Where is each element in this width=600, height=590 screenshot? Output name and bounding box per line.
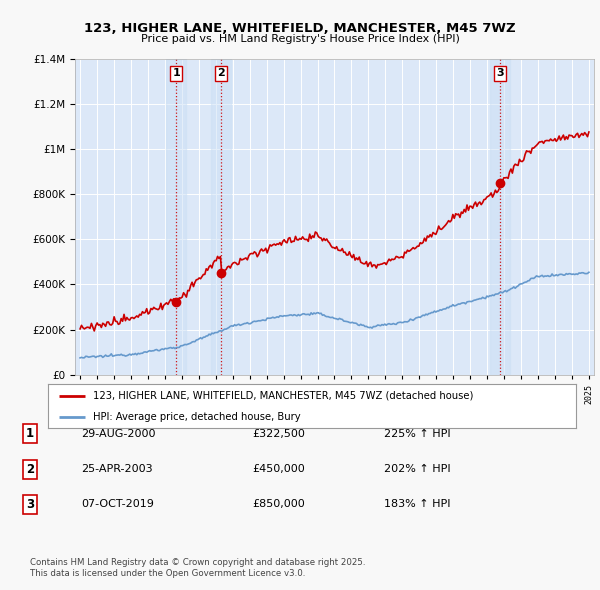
Text: 202% ↑ HPI: 202% ↑ HPI — [384, 464, 451, 474]
Text: 29-AUG-2000: 29-AUG-2000 — [81, 429, 155, 438]
Text: 3: 3 — [496, 68, 504, 78]
Text: Contains HM Land Registry data © Crown copyright and database right 2025.
This d: Contains HM Land Registry data © Crown c… — [30, 558, 365, 578]
Bar — [490, 59, 511, 375]
Text: 183% ↑ HPI: 183% ↑ HPI — [384, 500, 451, 509]
Text: £322,500: £322,500 — [252, 429, 305, 438]
Text: Price paid vs. HM Land Registry's House Price Index (HPI): Price paid vs. HM Land Registry's House … — [140, 34, 460, 44]
Text: 1: 1 — [172, 68, 180, 78]
Text: 25-APR-2003: 25-APR-2003 — [81, 464, 152, 474]
Text: 2: 2 — [26, 463, 34, 476]
Text: 2: 2 — [217, 68, 225, 78]
Text: 225% ↑ HPI: 225% ↑ HPI — [384, 429, 451, 438]
Bar — [166, 59, 186, 375]
Text: 1: 1 — [26, 427, 34, 440]
Bar — [211, 59, 232, 375]
Text: 07-OCT-2019: 07-OCT-2019 — [81, 500, 154, 509]
Text: HPI: Average price, detached house, Bury: HPI: Average price, detached house, Bury — [93, 412, 301, 422]
Text: £450,000: £450,000 — [252, 464, 305, 474]
Text: 123, HIGHER LANE, WHITEFIELD, MANCHESTER, M45 7WZ: 123, HIGHER LANE, WHITEFIELD, MANCHESTER… — [84, 22, 516, 35]
Text: 3: 3 — [26, 498, 34, 511]
Text: 123, HIGHER LANE, WHITEFIELD, MANCHESTER, M45 7WZ (detached house): 123, HIGHER LANE, WHITEFIELD, MANCHESTER… — [93, 391, 473, 401]
Text: £850,000: £850,000 — [252, 500, 305, 509]
